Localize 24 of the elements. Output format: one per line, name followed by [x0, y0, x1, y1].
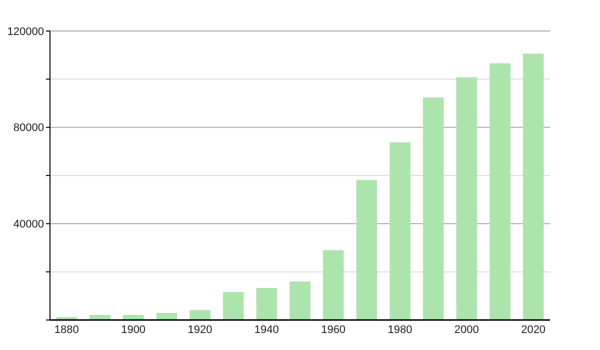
bar: [190, 310, 210, 320]
bar: [490, 63, 510, 320]
bar: [156, 313, 177, 320]
y-tick-label: 120000: [7, 26, 44, 38]
y-tick-label: 80000: [13, 122, 44, 134]
bar: [356, 180, 377, 320]
x-tick-label: 1940: [254, 324, 279, 336]
y-tick-label: 40000: [13, 218, 44, 231]
bar: [456, 77, 477, 320]
bar: [390, 142, 410, 320]
x-tick-label: 1980: [388, 324, 412, 336]
bar: [256, 288, 277, 320]
x-tick-label: 1960: [321, 324, 346, 336]
bar: [223, 292, 244, 320]
bar: [523, 54, 544, 320]
x-tick-label: 1900: [121, 324, 146, 336]
bar: [290, 281, 310, 320]
bar: [423, 97, 444, 320]
x-tick-label: 2000: [454, 324, 479, 336]
x-tick-label: 1880: [54, 324, 79, 336]
bar: [90, 314, 110, 320]
x-tick-label: 1920: [188, 324, 212, 336]
bar: [323, 250, 344, 320]
x-tick-label: 2020: [521, 324, 546, 336]
